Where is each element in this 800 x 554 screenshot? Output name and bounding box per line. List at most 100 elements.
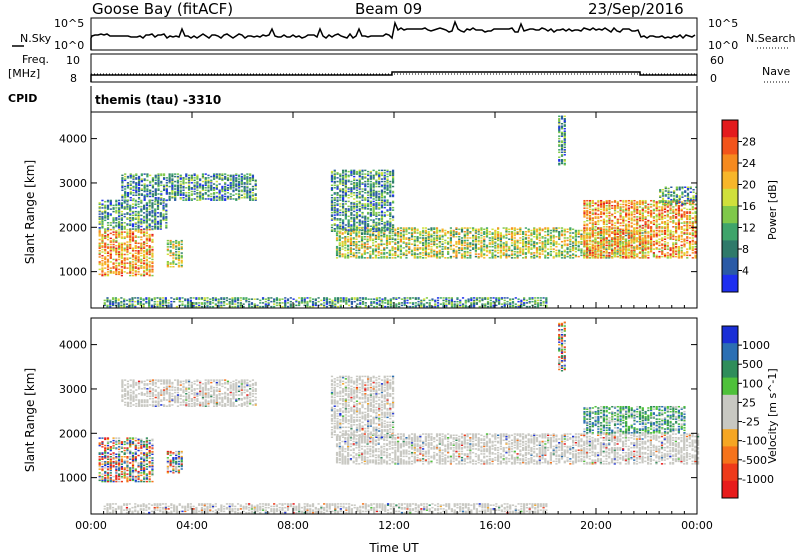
data-cell bbox=[505, 255, 508, 258]
data-cell bbox=[508, 231, 511, 233]
data-cell bbox=[663, 254, 667, 257]
data-cell bbox=[547, 253, 550, 255]
data-cell bbox=[627, 213, 631, 216]
data-cell bbox=[391, 240, 394, 243]
data-cell bbox=[389, 185, 392, 188]
data-cell bbox=[378, 201, 381, 204]
data-cell bbox=[101, 259, 104, 262]
data-cell bbox=[347, 215, 350, 218]
data-cell bbox=[196, 191, 199, 194]
data-cell bbox=[377, 254, 380, 257]
data-cell bbox=[522, 244, 525, 247]
data-cell bbox=[605, 231, 608, 233]
data-cell bbox=[131, 269, 135, 272]
data-cell bbox=[377, 235, 380, 238]
data-cell bbox=[563, 244, 566, 247]
data-cell bbox=[619, 233, 622, 236]
data-cell bbox=[358, 224, 361, 226]
data-cell bbox=[586, 224, 589, 227]
data-cell bbox=[212, 191, 216, 194]
data-cell bbox=[154, 215, 157, 218]
data-cell bbox=[591, 249, 594, 252]
data-cell bbox=[389, 194, 392, 196]
data-cell bbox=[641, 242, 644, 244]
data-cell bbox=[339, 183, 342, 185]
data-cell bbox=[591, 232, 594, 234]
data-cell bbox=[605, 208, 608, 211]
data-cell bbox=[472, 239, 475, 242]
data-cell bbox=[347, 232, 350, 234]
data-cell bbox=[168, 175, 171, 178]
data-cell bbox=[602, 213, 606, 216]
data-cell bbox=[166, 239, 169, 242]
data-cell bbox=[474, 232, 477, 234]
data-cell bbox=[246, 178, 249, 180]
data-cell bbox=[661, 226, 664, 228]
data-cell bbox=[524, 255, 527, 258]
data-cell bbox=[378, 174, 381, 177]
data-cell bbox=[333, 218, 336, 220]
data-cell bbox=[658, 223, 661, 226]
data-cell bbox=[574, 239, 577, 242]
data-cell bbox=[344, 244, 347, 247]
cpid-label: CPID bbox=[8, 92, 37, 105]
data-cell bbox=[187, 189, 191, 192]
data-cell bbox=[638, 243, 642, 245]
data-cell bbox=[641, 229, 644, 232]
data-cell bbox=[355, 194, 359, 196]
data-cell bbox=[115, 210, 118, 213]
data-cell bbox=[599, 229, 602, 232]
data-cell bbox=[112, 263, 115, 266]
data-cell bbox=[447, 242, 450, 244]
data-cell bbox=[132, 194, 135, 196]
data-cell bbox=[176, 180, 180, 183]
data-cell bbox=[196, 199, 199, 201]
data-cell bbox=[355, 187, 359, 189]
data-cell bbox=[663, 229, 667, 232]
data-cell bbox=[533, 235, 536, 238]
data-cell bbox=[655, 206, 658, 208]
data-cell bbox=[658, 217, 661, 219]
data-cell bbox=[655, 218, 658, 221]
data-cell bbox=[333, 216, 336, 219]
nave-label: Nave bbox=[762, 65, 790, 78]
data-cell bbox=[145, 213, 148, 215]
data-cell bbox=[622, 244, 625, 247]
data-cell bbox=[574, 234, 577, 237]
data-cell bbox=[98, 262, 101, 264]
data-cell bbox=[641, 203, 644, 206]
data-cell bbox=[120, 203, 123, 205]
data-cell bbox=[132, 187, 135, 189]
data-cell bbox=[633, 252, 636, 254]
data-cell bbox=[123, 259, 126, 262]
data-cell bbox=[175, 248, 178, 251]
data-cell bbox=[148, 205, 151, 208]
data-cell bbox=[162, 202, 165, 204]
data-cell bbox=[580, 238, 583, 240]
data-cell bbox=[399, 249, 403, 252]
data-cell bbox=[112, 222, 115, 224]
data-cell bbox=[383, 224, 386, 226]
data-cell bbox=[644, 242, 647, 244]
data-cell bbox=[143, 273, 146, 276]
data-cell bbox=[140, 232, 143, 235]
data-cell bbox=[600, 232, 603, 234]
data-cell bbox=[101, 271, 104, 273]
data-cell bbox=[182, 199, 185, 201]
data-cell bbox=[224, 195, 227, 198]
data-cell bbox=[527, 243, 530, 245]
data-cell bbox=[330, 211, 334, 214]
data-cell bbox=[366, 232, 369, 234]
data-cell bbox=[341, 248, 344, 250]
data-cell bbox=[115, 269, 118, 272]
data-cell bbox=[633, 240, 636, 243]
data-cell bbox=[594, 253, 597, 255]
data-cell bbox=[333, 210, 336, 213]
data-cell bbox=[435, 238, 439, 240]
data-cell bbox=[652, 216, 656, 218]
data-cell bbox=[547, 238, 550, 240]
data-cell bbox=[474, 234, 477, 237]
data-cell bbox=[600, 227, 603, 229]
data-cell bbox=[131, 205, 135, 208]
data-cell bbox=[182, 193, 185, 195]
